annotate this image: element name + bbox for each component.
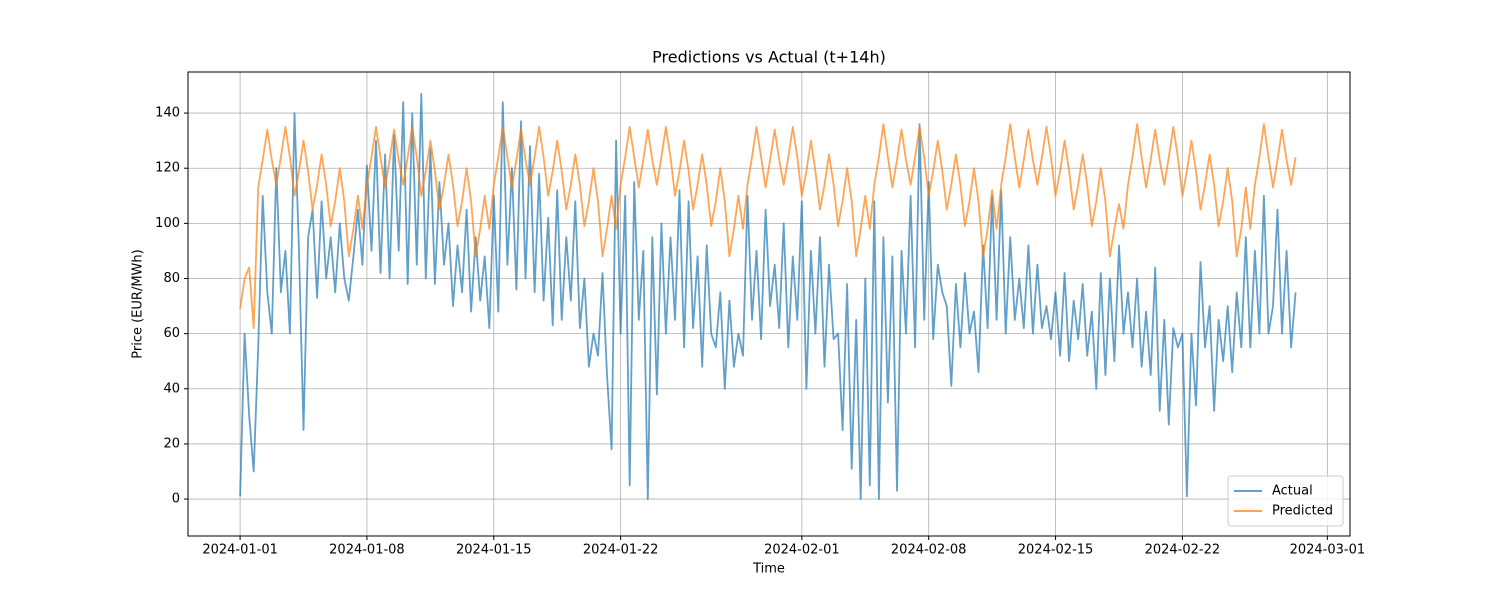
chart-title: Predictions vs Actual (t+14h) xyxy=(652,48,886,67)
y-tick-label: 40 xyxy=(163,381,180,396)
x-tick-label: 2024-02-01 xyxy=(764,543,840,558)
line-series xyxy=(239,123,1297,330)
y-tick-label: 100 xyxy=(155,216,180,231)
x-axis-label: Time xyxy=(752,562,785,577)
x-tick-label: 2024-03-01 xyxy=(1290,543,1366,558)
legend: Actual Predicted xyxy=(1227,475,1344,527)
x-tick-label: 2024-01-15 xyxy=(456,543,532,558)
x-tick-label: 2024-01-01 xyxy=(202,543,278,558)
y-tick-label: 60 xyxy=(163,326,180,341)
y-tick-label: 140 xyxy=(155,106,180,121)
legend-label: Predicted xyxy=(1272,504,1333,519)
x-tick-label: 2024-02-22 xyxy=(1145,543,1221,558)
legend-label: Actual xyxy=(1272,484,1313,499)
y-tick-label: 120 xyxy=(155,161,180,176)
x-tick-label: 2024-01-22 xyxy=(583,543,659,558)
y-tick-label: 20 xyxy=(163,436,180,451)
x-tick-label: 2024-01-08 xyxy=(329,543,405,558)
x-tick-label: 2024-02-15 xyxy=(1018,543,1094,558)
y-tick-label: 80 xyxy=(163,271,180,286)
legend-box xyxy=(1227,475,1344,527)
line-series xyxy=(239,92,1297,501)
plot-frame xyxy=(187,71,1351,537)
y-axis-label: Price (EUR/MWh) xyxy=(131,249,146,358)
y-tick-label: 0 xyxy=(172,492,180,507)
x-tick-label: 2024-02-08 xyxy=(891,543,967,558)
